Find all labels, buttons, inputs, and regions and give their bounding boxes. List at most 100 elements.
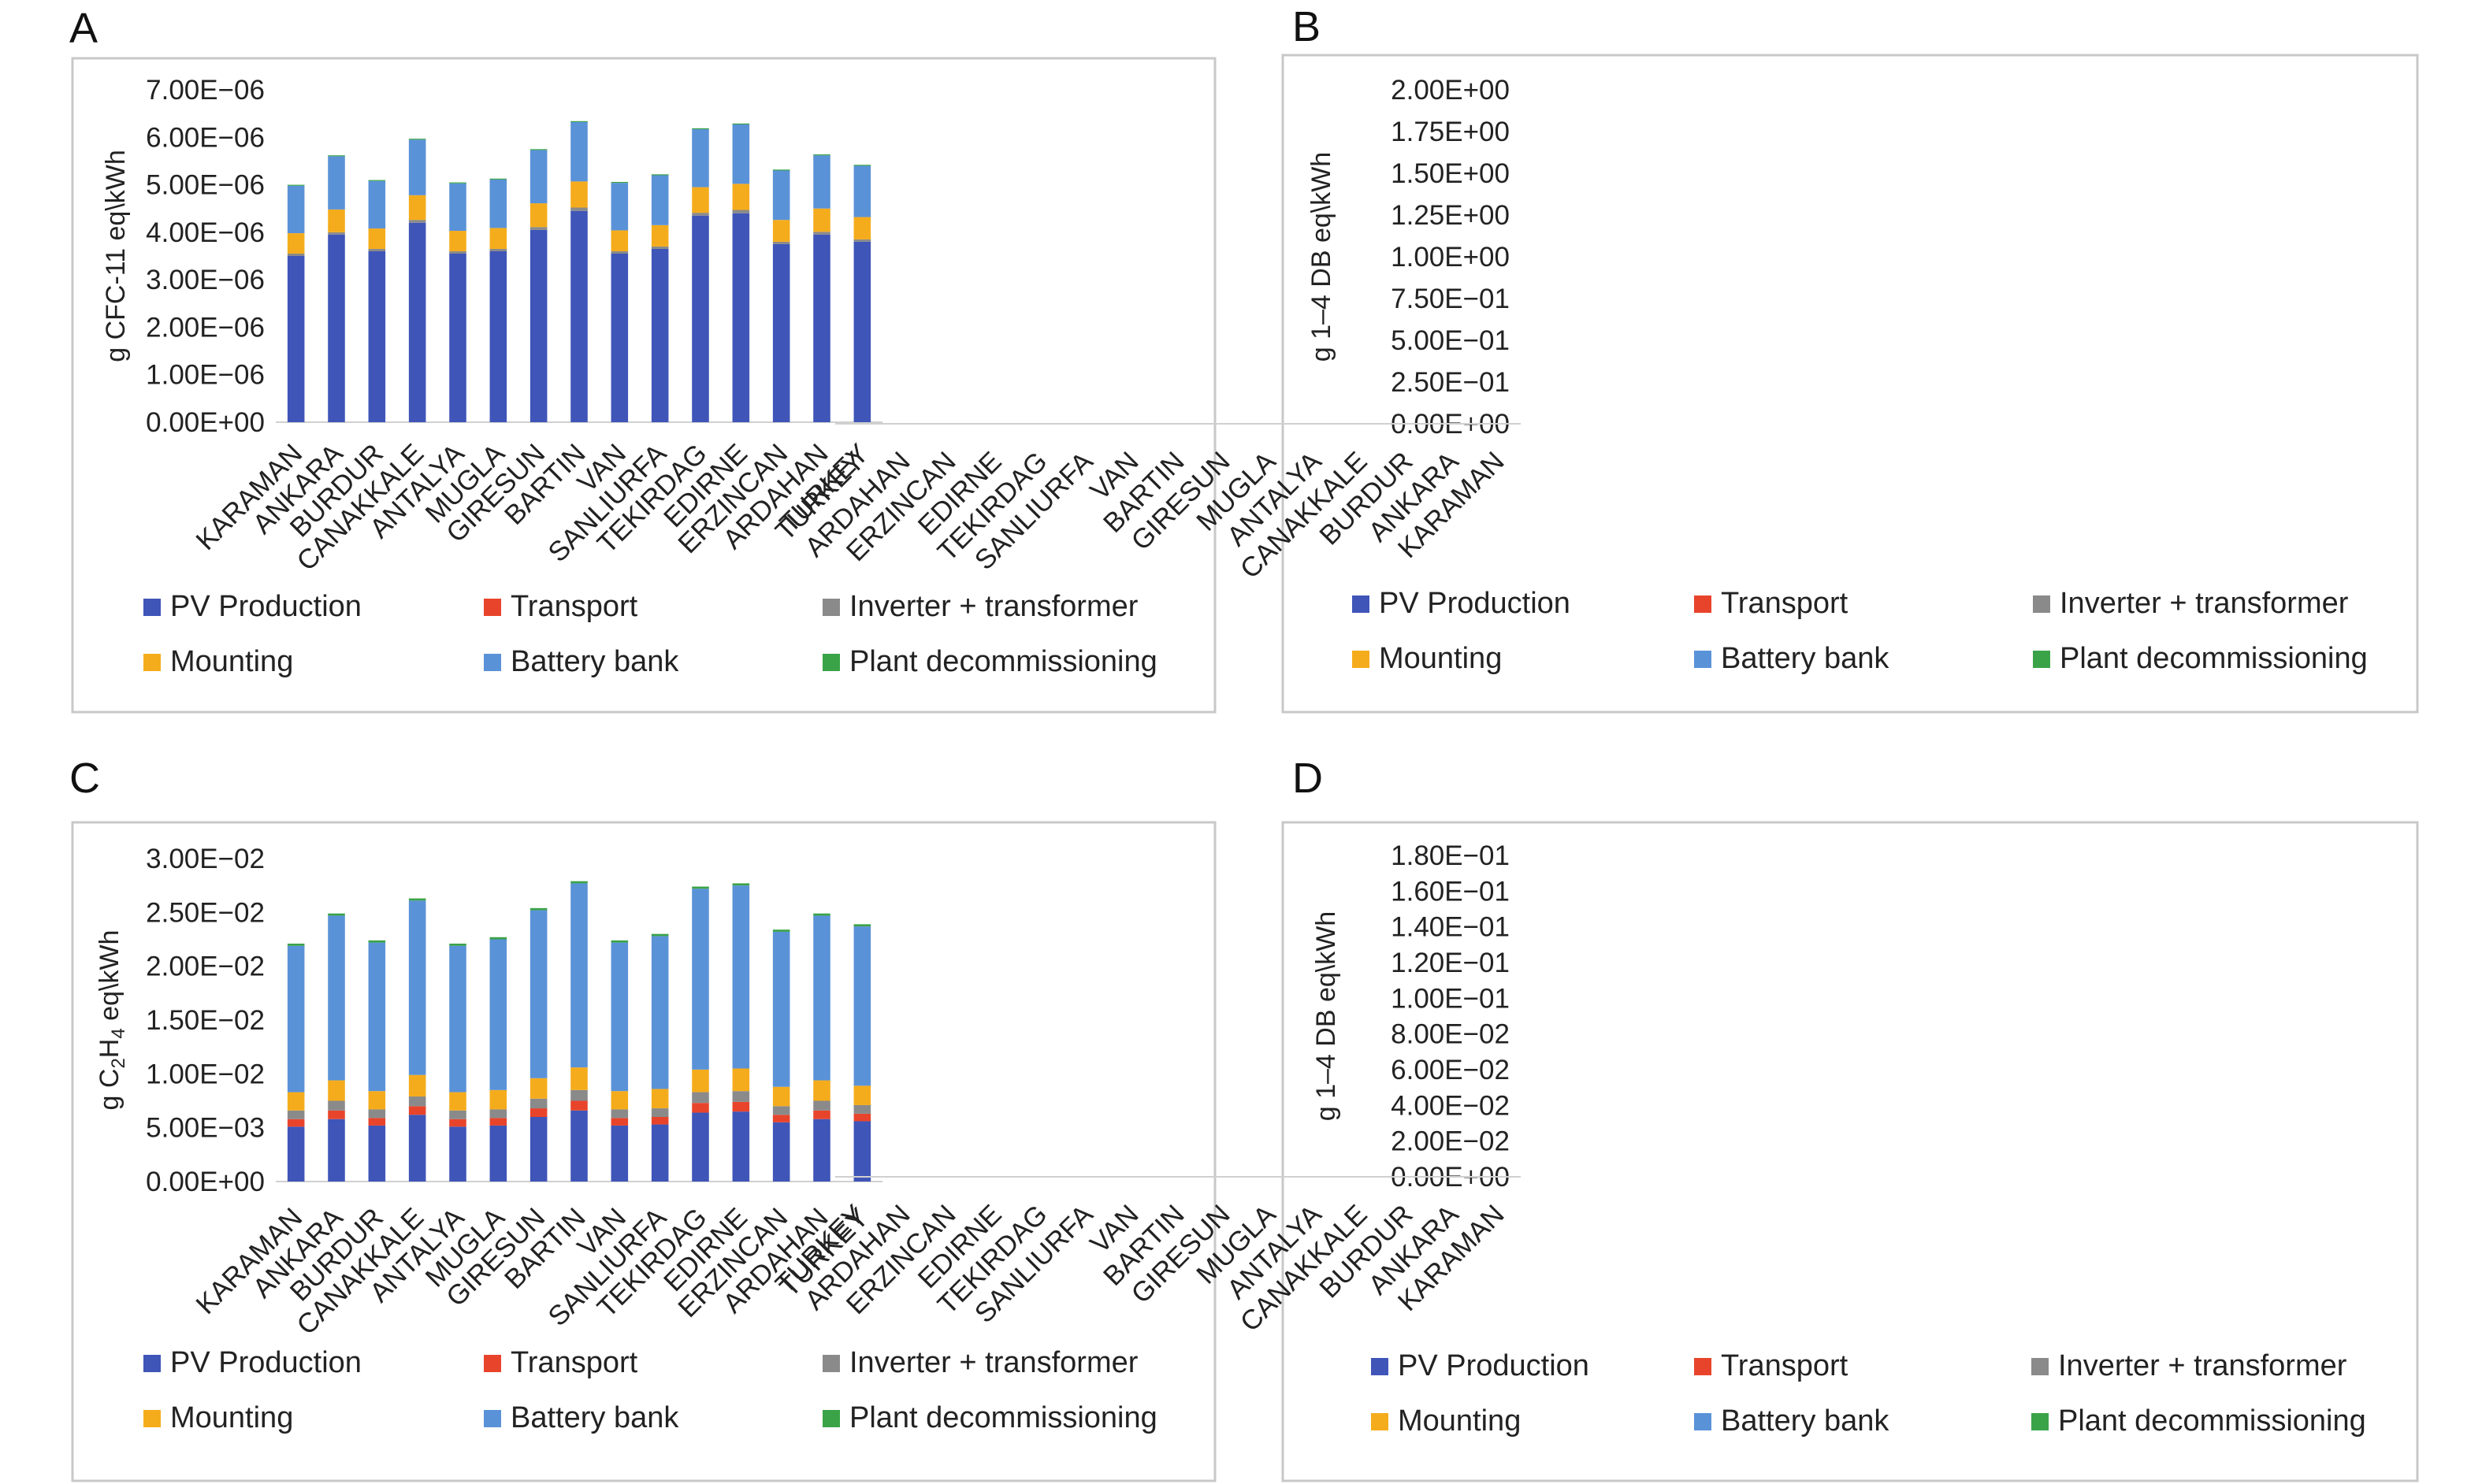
y-tick-label: 7.00E−06 <box>146 75 265 106</box>
y-tick-label: 5.00E−03 <box>146 1113 265 1144</box>
bar-segment <box>853 241 871 422</box>
y-tick-label: 0.00E+00 <box>146 407 265 438</box>
legend-swatch <box>823 1410 840 1427</box>
bar-segment <box>408 1106 426 1115</box>
bar-segment <box>529 1098 548 1109</box>
panel-frame <box>1281 54 2419 714</box>
y-tick-label: 7.50E−01 <box>1391 284 1510 314</box>
bar-segment <box>611 1109 629 1119</box>
legend-swatch <box>484 599 501 616</box>
bar-segment <box>732 1091 750 1102</box>
y-tick-label: 2.00E−06 <box>146 312 265 343</box>
bar-segment <box>692 187 709 213</box>
legend-swatch <box>823 599 840 616</box>
legend-label: PV Production <box>1379 587 1570 620</box>
legend-label: Mounting <box>170 645 293 678</box>
bar-segment <box>772 1106 790 1115</box>
bar-segment <box>692 128 709 130</box>
bar-segment <box>570 1067 588 1090</box>
bar-segment <box>651 246 669 249</box>
bar-segment <box>529 1108 548 1117</box>
bar-segment <box>529 229 548 422</box>
legend-label: Transport <box>511 1346 638 1379</box>
bar-segment <box>529 149 548 150</box>
y-axis-label: g C2H4 eq\kWh <box>95 930 129 1111</box>
legend-label: Inverter + transformer <box>2060 587 2349 620</box>
legend-swatch <box>1352 595 1369 613</box>
legend-label: Battery bank <box>1721 642 1889 675</box>
bar-segment <box>287 943 305 946</box>
bar-segment <box>692 1112 709 1182</box>
bar-segment <box>692 129 709 187</box>
bar-segment <box>692 886 709 889</box>
panel-frame <box>71 821 1217 1482</box>
bar-segment <box>853 217 871 239</box>
legend-label: Transport <box>511 590 638 623</box>
legend-label: Transport <box>1721 587 1848 620</box>
panel-letter: D <box>1292 755 1323 802</box>
bar-segment <box>368 940 386 943</box>
y-tick-label: 2.00E−02 <box>146 952 265 982</box>
y-tick-label: 2.00E−02 <box>1391 1126 1510 1157</box>
bar-segment <box>651 1089 669 1109</box>
bar-segment <box>489 1089 507 1110</box>
y-tick-label: 1.60E−01 <box>1391 876 1510 907</box>
bar-segment <box>529 1078 548 1099</box>
panel-c: C 0.00E+00 5.00E−03 1.00E−02 1.50E−02 2.00E−0… <box>69 755 1217 1482</box>
bar-segment <box>368 250 386 422</box>
bar-segment <box>732 124 750 184</box>
legend-label: Plant decommissioning <box>849 645 1157 678</box>
legend-label: Mounting <box>1398 1404 1521 1438</box>
y-tick-label: 5.00E−01 <box>1391 325 1510 356</box>
bar-segment <box>449 182 466 184</box>
bar-segment <box>772 931 790 1087</box>
y-tick-label: 2.00E+00 <box>1391 75 1510 106</box>
bar-segment <box>287 253 305 256</box>
bar-segment <box>287 185 305 234</box>
y-tick-label: 1.25E+00 <box>1391 200 1510 231</box>
legend-label: PV Production <box>1398 1349 1589 1382</box>
panel-d: D0.00E+002.00E−024.00E−026.00E−028.00E−0… <box>770 755 2419 1482</box>
y-tick-label: 6.00E−06 <box>146 122 265 153</box>
y-tick-label: 1.40E−01 <box>1391 912 1510 943</box>
legend-label: Mounting <box>170 1401 293 1434</box>
bar-segment <box>853 1085 871 1105</box>
bar-segment <box>692 215 709 422</box>
bar-segment <box>772 241 790 244</box>
bar-segment <box>449 253 466 422</box>
legend-label: Plant decommissioning <box>849 1401 1157 1434</box>
bar-segment <box>813 208 830 232</box>
legend-label: PV Production <box>170 590 362 623</box>
bar-segment <box>570 181 588 208</box>
bar-segment <box>570 1100 588 1111</box>
bar-segment <box>611 1118 629 1126</box>
bar-segment <box>368 228 386 249</box>
bar-segment <box>408 898 426 901</box>
bar-segment <box>813 913 830 916</box>
bar-segment <box>611 250 629 254</box>
bar-segment <box>408 900 426 1075</box>
legend-swatch <box>823 654 840 671</box>
bar-segment <box>692 889 709 1070</box>
bar-segment <box>368 1125 386 1182</box>
bar-segment <box>449 183 466 232</box>
bar-segment <box>772 929 790 932</box>
bar-segment <box>529 907 548 911</box>
bar-segment <box>328 234 345 422</box>
bar-segment <box>692 1092 709 1104</box>
bar-segment <box>328 913 345 916</box>
bar-segment <box>287 945 305 1093</box>
bar-segment <box>408 195 426 221</box>
bar-segment <box>408 222 426 422</box>
bar-segment <box>692 213 709 216</box>
bar-segment <box>611 1091 629 1110</box>
bar-segment <box>772 220 790 242</box>
bar-segment <box>570 1089 588 1101</box>
bar-segment <box>651 224 669 247</box>
bar-segment <box>489 228 507 249</box>
bar-segment <box>368 1091 386 1110</box>
bar-segment <box>287 1119 305 1127</box>
bar-segment <box>529 203 548 228</box>
legend-label: Mounting <box>1379 642 1502 675</box>
bar-segment <box>772 243 790 422</box>
